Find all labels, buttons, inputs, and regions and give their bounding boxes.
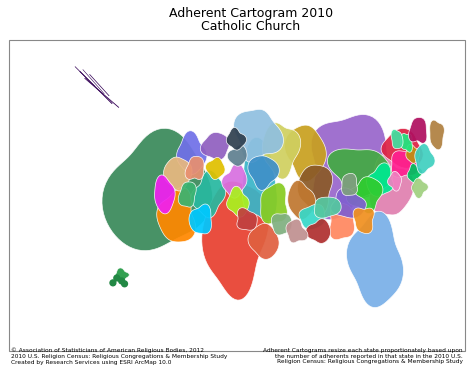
Polygon shape — [411, 178, 428, 198]
Circle shape — [114, 275, 120, 281]
Bar — [9, 40, 465, 351]
Polygon shape — [157, 187, 196, 242]
Polygon shape — [346, 177, 383, 214]
Polygon shape — [366, 163, 393, 196]
Circle shape — [122, 281, 128, 287]
Polygon shape — [155, 175, 175, 214]
Circle shape — [110, 280, 116, 286]
Polygon shape — [237, 208, 257, 230]
Polygon shape — [388, 171, 401, 191]
Text: Catholic Church: Catholic Church — [201, 20, 301, 33]
Text: Adherent Cartograms resize each state proportionately based upon
the number of a: Adherent Cartograms resize each state pr… — [264, 348, 463, 365]
Polygon shape — [189, 204, 211, 234]
Polygon shape — [409, 117, 427, 143]
Polygon shape — [284, 125, 326, 182]
Polygon shape — [115, 268, 129, 282]
Text: © Association of Statisticians of American Religious Bodies, 2012
2010 U.S. Reli: © Association of Statisticians of Americ… — [11, 348, 228, 365]
Polygon shape — [311, 115, 389, 220]
Polygon shape — [328, 149, 393, 198]
Polygon shape — [288, 180, 316, 220]
Polygon shape — [185, 156, 204, 180]
Polygon shape — [262, 123, 301, 179]
Text: Adherent Cartogram 2010: Adherent Cartogram 2010 — [169, 7, 333, 20]
Polygon shape — [178, 182, 196, 207]
Polygon shape — [314, 197, 341, 218]
Polygon shape — [369, 155, 414, 215]
Polygon shape — [242, 137, 277, 221]
Polygon shape — [299, 204, 325, 229]
Polygon shape — [346, 211, 403, 307]
Polygon shape — [191, 170, 226, 218]
Polygon shape — [391, 130, 403, 149]
Polygon shape — [415, 144, 435, 174]
Polygon shape — [392, 151, 419, 178]
Polygon shape — [261, 183, 287, 224]
Polygon shape — [222, 163, 247, 198]
Polygon shape — [406, 144, 420, 163]
Polygon shape — [407, 164, 422, 183]
Polygon shape — [234, 109, 283, 163]
Polygon shape — [248, 223, 279, 259]
Polygon shape — [306, 219, 330, 243]
Polygon shape — [329, 203, 355, 240]
Polygon shape — [102, 128, 212, 251]
Polygon shape — [401, 134, 412, 152]
Polygon shape — [227, 186, 249, 217]
Polygon shape — [206, 157, 225, 180]
Polygon shape — [298, 165, 333, 215]
Polygon shape — [201, 132, 229, 160]
Polygon shape — [342, 173, 357, 195]
Polygon shape — [202, 181, 269, 300]
Polygon shape — [381, 128, 423, 168]
Polygon shape — [164, 157, 192, 191]
Polygon shape — [286, 219, 308, 243]
Polygon shape — [226, 127, 246, 150]
Polygon shape — [430, 120, 444, 150]
Polygon shape — [228, 145, 247, 166]
Polygon shape — [331, 188, 366, 218]
Circle shape — [118, 278, 125, 284]
Polygon shape — [353, 208, 374, 234]
Polygon shape — [177, 131, 207, 175]
Polygon shape — [248, 156, 279, 190]
Polygon shape — [272, 214, 292, 235]
